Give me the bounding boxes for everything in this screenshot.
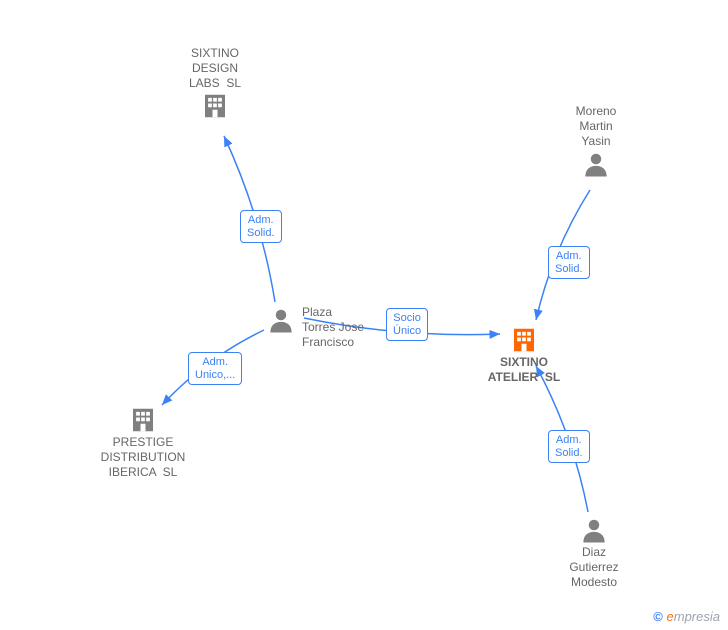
person-icon xyxy=(266,305,296,335)
edge-label[interactable]: Adm. Unico,... xyxy=(188,352,242,385)
node-label: Plaza Torres Jose Francisco xyxy=(302,305,364,350)
node-label: Moreno Martin Yasin xyxy=(496,104,696,149)
node-label: Diaz Gutierrez Modesto xyxy=(494,545,694,590)
node-sixtino_atelier[interactable]: SIXTINO ATELIER SL xyxy=(424,325,624,385)
building-icon xyxy=(509,325,539,355)
building-icon xyxy=(128,405,158,435)
node-plaza[interactable]: Plaza Torres Jose Francisco xyxy=(266,305,364,350)
edge-label[interactable]: Adm. Solid. xyxy=(548,430,590,463)
person-icon xyxy=(579,515,609,545)
node-diaz[interactable]: Diaz Gutierrez Modesto xyxy=(494,515,694,590)
node-moreno[interactable]: Moreno Martin Yasin xyxy=(496,104,696,179)
edge-label[interactable]: Adm. Solid. xyxy=(240,210,282,243)
person-icon xyxy=(581,149,611,179)
brand-rest: mpresia xyxy=(674,609,720,624)
node-sixtino_design[interactable]: SIXTINO DESIGN LABS SL xyxy=(115,46,315,121)
copyright-symbol: © xyxy=(653,609,663,624)
node-prestige[interactable]: PRESTIGE DISTRIBUTION IBERICA SL xyxy=(43,405,243,480)
watermark: © empresia xyxy=(653,609,720,624)
edge-label[interactable]: Adm. Solid. xyxy=(548,246,590,279)
brand-first-letter: e xyxy=(667,609,674,624)
node-label: SIXTINO ATELIER SL xyxy=(424,355,624,385)
edge-label[interactable]: Socio Único xyxy=(386,308,428,341)
node-label: PRESTIGE DISTRIBUTION IBERICA SL xyxy=(43,435,243,480)
building-icon xyxy=(200,91,230,121)
node-label: SIXTINO DESIGN LABS SL xyxy=(115,46,315,91)
